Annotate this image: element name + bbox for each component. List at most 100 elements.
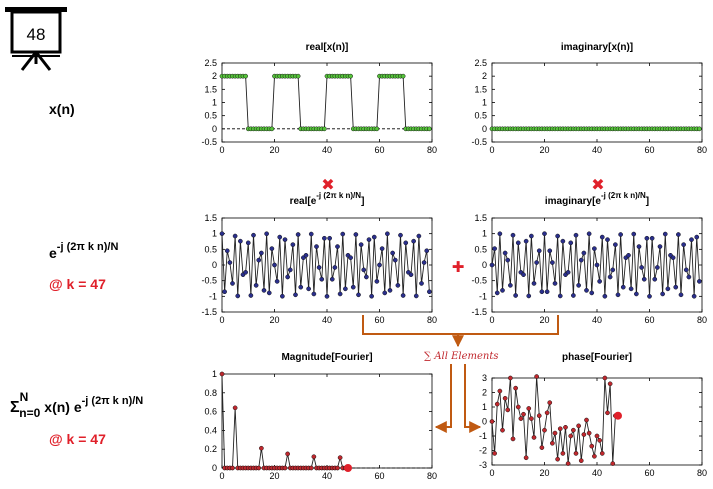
data-point [269, 246, 275, 251]
data-point [681, 242, 686, 248]
data-point [224, 248, 230, 254]
y-tick-label: 1.5 [474, 84, 487, 94]
data-point [660, 291, 665, 297]
data-point [605, 410, 610, 416]
plus-operator: ✚ [452, 258, 465, 276]
x-tick-label: 60 [374, 315, 384, 325]
x-tick-label: 40 [592, 145, 602, 155]
x-tick-label: 0 [219, 145, 224, 155]
data-point [683, 267, 689, 273]
data-point [322, 126, 327, 132]
data-point [510, 436, 516, 442]
x-tick-label: 40 [592, 315, 602, 325]
data-point [636, 244, 642, 249]
data-point [605, 237, 610, 243]
data-point [274, 279, 280, 284]
data-point [531, 281, 537, 286]
data-point [555, 456, 560, 462]
y-tick-label: -1.5 [201, 307, 217, 317]
charts-layer: real[x(n)]0 20 40 60 80-0.500.511.522.5imagi… [201, 42, 707, 481]
sum-all-elements-label: ∑ All Elements [424, 351, 499, 362]
data-point [513, 385, 518, 391]
data-point [293, 292, 298, 298]
y-tick-label: 0 [212, 124, 217, 134]
data-point [348, 73, 353, 79]
data-point [571, 293, 576, 298]
chart-title-base: real[e [290, 196, 317, 207]
y-tick-label: 0.5 [204, 244, 217, 254]
y-tick-label: -1.5 [471, 307, 487, 317]
x-tick-label: 40 [592, 468, 602, 478]
y-tick-label: 1.5 [474, 213, 487, 223]
data-point [547, 248, 553, 254]
data-point [324, 293, 330, 299]
data-point [492, 451, 497, 456]
kernel-base: e [49, 245, 57, 261]
x-tick-label: 60 [644, 315, 654, 325]
data-point [282, 465, 288, 471]
data-point [539, 445, 545, 450]
y-tick-label: 0 [482, 260, 487, 270]
data-point [589, 443, 595, 449]
data-point [594, 262, 600, 268]
data-point [529, 416, 534, 421]
data-point [584, 417, 589, 423]
data-point [232, 405, 238, 411]
data-point [639, 265, 644, 270]
data-point [230, 281, 235, 286]
data-point [626, 252, 631, 258]
y-tick-label: 0 [212, 260, 217, 270]
y-tick-label: 2.5 [474, 58, 487, 68]
data-point [395, 282, 401, 288]
data-point [607, 274, 613, 280]
current-k-marker [614, 411, 622, 420]
plot-frame [221, 373, 433, 469]
data-point [576, 282, 581, 288]
data-point [508, 375, 513, 381]
dft-sum-label: ΣN n=0 x(n) e-j (2π k n)/N [10, 390, 143, 420]
arrow-to-phase [464, 364, 482, 433]
data-point [565, 461, 571, 466]
data-point [350, 284, 356, 290]
y-tick-label: 0.6 [204, 407, 217, 417]
data-point [599, 234, 605, 240]
data-point [607, 381, 613, 387]
data-point [259, 250, 264, 256]
data-point [544, 410, 550, 416]
data-point [552, 281, 558, 286]
data-point [557, 426, 563, 432]
chart-real_kernel: real[e-j (2π k n)/N] 0 20 40 60 80 -1.5 -1 -0.5 0… [201, 191, 437, 325]
data-point [500, 427, 505, 433]
chart-title-close: ] [361, 196, 364, 207]
data-point [502, 250, 508, 256]
x-tick-label: 40 [322, 471, 332, 481]
y-tick-label: 0.2 [204, 444, 217, 454]
data-point [557, 293, 563, 299]
data-point [618, 232, 623, 237]
x-tick-label: 80 [427, 471, 437, 481]
data-point [641, 276, 647, 282]
data-point [560, 451, 566, 456]
data-point [335, 244, 340, 249]
data-point [295, 73, 301, 79]
data-point [615, 292, 621, 298]
x-tick-label: 20 [269, 145, 279, 155]
data-point [379, 246, 385, 251]
sum-upper-limit: N [20, 390, 29, 404]
data-point [691, 293, 697, 299]
data-point [377, 262, 382, 268]
data-point [610, 461, 616, 466]
bracket-line [362, 315, 559, 335]
chart-title-close: ] [646, 196, 649, 207]
k-note-2: @ k = 47 [49, 431, 106, 447]
data-point [285, 451, 290, 457]
data-point [526, 406, 532, 411]
x-tick-label: 0 [219, 315, 224, 325]
data-point [602, 375, 608, 381]
sum-body: x(n) e [44, 399, 82, 415]
data-point [555, 233, 560, 239]
data-point [515, 240, 521, 246]
data-point [647, 293, 652, 299]
data-point [550, 260, 555, 265]
chart-title-exponent: -j (2π k n)/N [316, 191, 361, 200]
